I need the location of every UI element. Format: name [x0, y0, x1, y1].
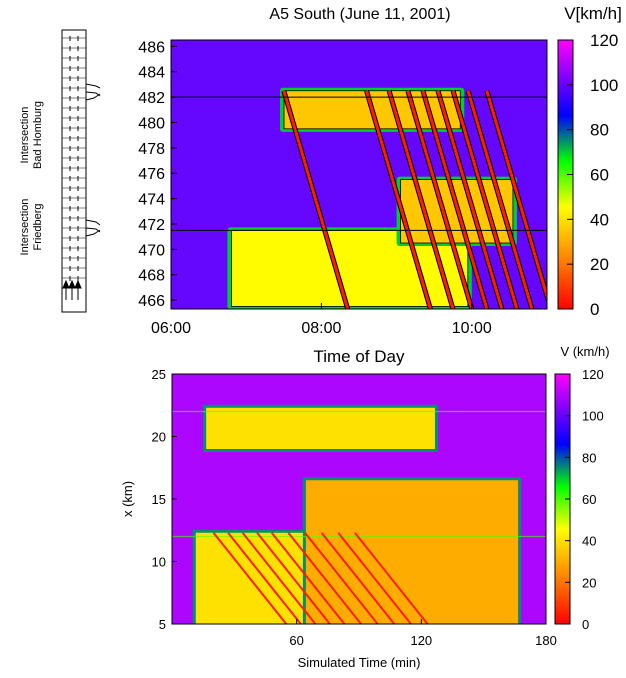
y-tick-label: 5 — [159, 617, 166, 632]
plot1-stop-and-go-waves — [281, 90, 547, 309]
colorbar-tick-label: 20 — [590, 255, 609, 274]
road-exit-bad-homburg — [85, 83, 101, 101]
y-tick-label: 472 — [138, 217, 165, 234]
stop-and-go-wave — [212, 532, 288, 624]
stop-and-go-wave — [451, 90, 519, 309]
x-tick-label: 10:00 — [452, 320, 492, 337]
stop-and-go-wave — [241, 532, 317, 624]
road-carriageway — [61, 29, 87, 313]
road-sketch: IntersectionBad Homburg IntersectionFrie… — [19, 29, 101, 313]
colorbar-tick-label: 0 — [590, 300, 599, 319]
stop-and-go-wave — [436, 90, 504, 309]
colorbar-tick-label: 40 — [582, 534, 596, 549]
stop-and-go-wave — [365, 90, 432, 309]
plot2-colorbar-label: V (km/h) — [560, 344, 609, 359]
colorbar-tick-label: 0 — [582, 617, 589, 632]
stop-and-go-wave — [270, 532, 346, 624]
stop-and-go-wave — [282, 90, 350, 309]
stop-and-go-wave — [406, 90, 474, 309]
road-label-friedberg: IntersectionFriedberg — [19, 199, 44, 256]
plot1-y-axis: 466 468 470 472 474 476 478 480 482 484 486 — [138, 39, 177, 310]
y-tick-label: 20 — [152, 430, 166, 445]
y-tick-label: 478 — [138, 141, 165, 158]
y-tick-label: 466 — [138, 293, 165, 310]
stop-and-go-wave — [337, 532, 412, 624]
plot1-reference-lines — [171, 96, 547, 231]
colorbar-tick-label: 60 — [590, 166, 609, 185]
x-tick-label: 08:00 — [301, 320, 341, 337]
stop-and-go-wave — [287, 532, 362, 624]
stop-and-go-wave — [227, 532, 302, 624]
y-tick-label: 484 — [138, 65, 165, 82]
plot1-title: A5 South (June 11, 2001) — [269, 6, 450, 23]
colorbar-tick-label: 60 — [582, 492, 596, 507]
road-lane-marks — [62, 36, 86, 281]
colorbar-tick-label: 80 — [590, 121, 609, 140]
stop-and-go-wave — [421, 90, 489, 309]
plot1-x-label: Time of Day — [313, 347, 405, 366]
stop-and-go-wave — [320, 532, 396, 624]
road-direction-arrows — [62, 279, 82, 300]
road-label-bad-homburg: IntersectionBad Homburg — [19, 101, 44, 169]
plot1-frame — [170, 39, 548, 310]
road-exit-friedberg — [85, 219, 101, 237]
plot1-colorbar-label: V[km/h] — [564, 4, 622, 23]
plot2-stop-and-go-waves — [212, 532, 429, 624]
plot2-y-label: x (km) — [120, 481, 135, 517]
y-tick-label: 476 — [138, 166, 165, 183]
stop-and-go-wave — [466, 90, 534, 309]
colorbar-tick-label: 120 — [582, 367, 604, 382]
colorbar-tick-label: 100 — [582, 409, 604, 424]
x-tick-label: 60 — [289, 633, 303, 648]
y-tick-label: 482 — [138, 90, 165, 107]
stop-and-go-wave — [485, 90, 547, 302]
y-tick-label: 474 — [138, 192, 165, 209]
plot2-colorbar-ticks: 0 20 40 60 80 100 120 — [565, 367, 604, 632]
x-tick-label: 120 — [410, 633, 432, 648]
plot2-colorbar: V (km/h) 0 20 40 60 80 100 120 — [554, 344, 610, 632]
stop-and-go-wave — [387, 90, 455, 309]
stop-and-go-wave — [304, 532, 379, 624]
plot-a5-south: A5 South (June 11, 2001) 466 468 470 472 474… — [138, 4, 622, 366]
y-tick-label: 486 — [138, 39, 165, 56]
plot1-x-axis: 06:00 08:00 10:00 — [151, 303, 492, 337]
y-tick-label: 10 — [152, 555, 166, 570]
plot2-x-label: Simulated Time (min) — [298, 655, 421, 670]
stop-and-go-wave — [256, 532, 331, 624]
y-tick-label: 470 — [138, 242, 165, 259]
colorbar-tick-label: 20 — [582, 575, 596, 590]
stop-and-go-wave — [354, 532, 429, 624]
x-tick-label: 180 — [535, 633, 557, 648]
plot1-colorbar: V[km/h] 0 20 40 60 80 100 120 — [557, 4, 622, 319]
y-tick-label: 25 — [152, 367, 166, 382]
colorbar-tick-label: 100 — [590, 76, 618, 95]
colorbar-tick-label: 40 — [590, 210, 609, 229]
plot2-x-axis: 60 120 180 — [289, 619, 557, 648]
y-tick-label: 15 — [152, 492, 166, 507]
plot2-y-axis: 5 10 15 20 25 — [152, 367, 177, 632]
colorbar-tick-label: 80 — [582, 450, 596, 465]
x-tick-label: 06:00 — [151, 320, 191, 337]
congested-region — [206, 407, 435, 449]
colorbar-tick-label: 120 — [590, 31, 618, 50]
plot1-colorbar-ticks: 0 20 40 60 80 100 120 — [567, 31, 618, 319]
y-tick-label: 468 — [138, 268, 165, 285]
y-tick-label: 480 — [138, 115, 165, 132]
